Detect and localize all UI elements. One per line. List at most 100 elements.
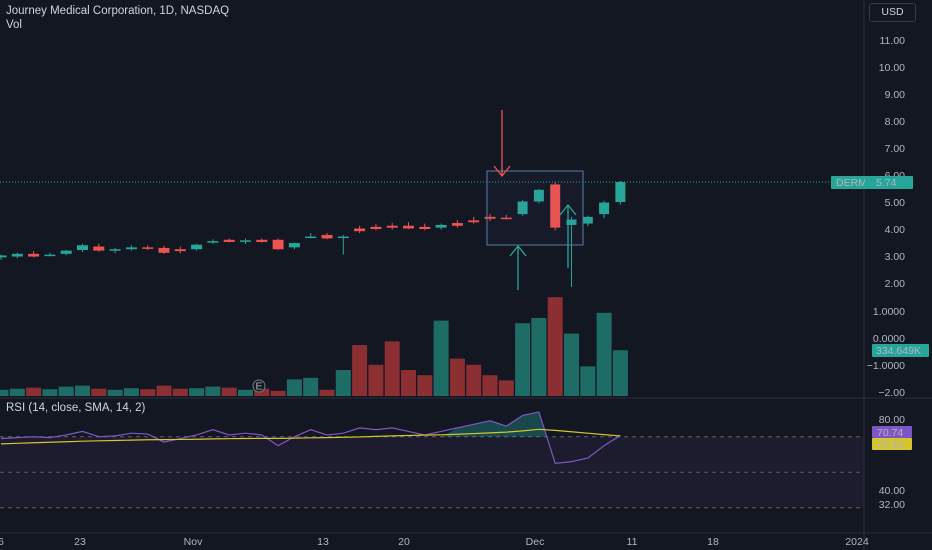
volume-bar: [368, 364, 384, 396]
time-tick-label: 20: [398, 536, 410, 548]
volume-bar: [107, 389, 123, 396]
volume-bar: [172, 388, 188, 396]
volume-bar: [547, 297, 563, 396]
volume-bar: [564, 333, 579, 396]
volume-bar: [0, 389, 9, 396]
candle-body: [566, 219, 577, 225]
volume-label: Vol: [6, 19, 22, 31]
rsi-indicator-label[interactable]: RSI (14, close, SMA, 14, 2): [6, 402, 146, 414]
rsi-tick-label: 40.00: [879, 485, 905, 497]
volume-bar: [352, 345, 368, 396]
volume-bar: [515, 323, 531, 396]
candle-body: [109, 249, 121, 251]
candle-body: [517, 201, 528, 215]
candle-body: [321, 234, 333, 239]
candle-body: [599, 202, 610, 215]
price-tick-label: 8.00: [885, 116, 906, 128]
candle-body: [28, 253, 40, 257]
volume-bar: [238, 389, 253, 396]
volume-bar: [335, 370, 351, 396]
time-tick-label: 2024: [845, 536, 869, 548]
rsi-tick-label: 80.00: [879, 414, 905, 426]
volume-bar: [75, 385, 90, 396]
candle-body: [158, 247, 170, 253]
volume-bar: [417, 375, 433, 396]
up-arrow-head: [559, 203, 577, 216]
volume-badge-text: 334.649K: [876, 345, 921, 357]
volume-bar: [9, 388, 25, 396]
volume-bar: [612, 350, 628, 396]
candle-body: [0, 255, 7, 258]
volume-bar: [221, 387, 237, 396]
time-tick-label: 13: [317, 536, 329, 548]
price-tick-label: 4.00: [885, 224, 906, 236]
candle-body: [550, 184, 561, 228]
symbol-badge-text: DERM: [836, 177, 867, 189]
volume-bar: [433, 320, 449, 396]
rsi-axis: 80.00 40.00 32.00: [879, 414, 905, 511]
down-arrow-head: [493, 165, 511, 178]
annotation-box: [486, 170, 584, 246]
price-tick-label: 3.00: [885, 251, 906, 263]
volume-bar: [531, 318, 547, 396]
price-tick-label: 1.0000: [873, 306, 905, 318]
volume-bar: [286, 379, 302, 396]
last-price-badge: [865, 176, 913, 189]
volume-bar: [449, 358, 465, 396]
price-tick-label: 10.00: [879, 62, 905, 74]
time-tick-label: 16: [0, 536, 4, 548]
time-tick-label: Nov: [184, 536, 203, 548]
time-tick-label: 18: [707, 536, 719, 548]
candle-body: [337, 236, 349, 239]
volume-bar: [384, 341, 400, 396]
candle-body: [403, 225, 414, 229]
candle-body: [305, 236, 317, 239]
candle-body: [240, 240, 251, 242]
volume-bar: [482, 375, 498, 396]
volume-bar: [140, 389, 156, 396]
price-axis: 11.0010.009.008.007.006.005.004.003.002.…: [867, 35, 905, 399]
candle-body: [451, 223, 463, 226]
volume-bar: [123, 388, 139, 396]
candle-body: [125, 247, 137, 250]
price-tick-label: 2.00: [885, 278, 906, 290]
volume-bar: [580, 366, 596, 396]
candle-body: [174, 249, 186, 252]
candle-body: [533, 189, 544, 202]
rsi-ma-line: [0, 428, 621, 445]
candle-body: [484, 216, 496, 219]
candle-body: [44, 254, 56, 257]
price-tick-label: −2.00: [878, 387, 905, 399]
rsi-ma-badge: [872, 438, 912, 450]
volume-bar: [270, 390, 286, 396]
candle-body: [93, 246, 105, 251]
last-price-badge-text: 5.74: [876, 177, 897, 189]
time-tick-label: 11: [627, 536, 638, 548]
candle-body: [435, 224, 447, 228]
volume-bar: [26, 387, 42, 396]
candle-body: [288, 243, 300, 248]
volume-bar: [91, 388, 107, 396]
candle-body: [11, 253, 23, 257]
volume-bar: [498, 380, 514, 396]
earnings-marker: [252, 379, 266, 393]
rsi-badge: [872, 426, 912, 438]
candle-body: [77, 245, 88, 251]
time-tick-label: Dec: [526, 536, 545, 548]
candle-body: [191, 244, 203, 250]
rsi-badge-text: 70.74: [877, 427, 903, 439]
volume-badge: [872, 344, 929, 357]
volume-bar: [596, 312, 612, 396]
candle-body: [500, 217, 512, 220]
price-tick-label: 7.00: [885, 143, 906, 155]
volume-bar: [58, 386, 74, 396]
rsi-tick-label: 32.00: [879, 499, 905, 511]
candle-body: [272, 239, 284, 250]
price-tick-label: 11.00: [880, 35, 906, 47]
currency-button[interactable]: USD: [869, 3, 916, 22]
volume-bar: [303, 377, 319, 396]
price-tick-label: 5.00: [885, 197, 906, 209]
rsi-pane: [0, 411, 621, 465]
